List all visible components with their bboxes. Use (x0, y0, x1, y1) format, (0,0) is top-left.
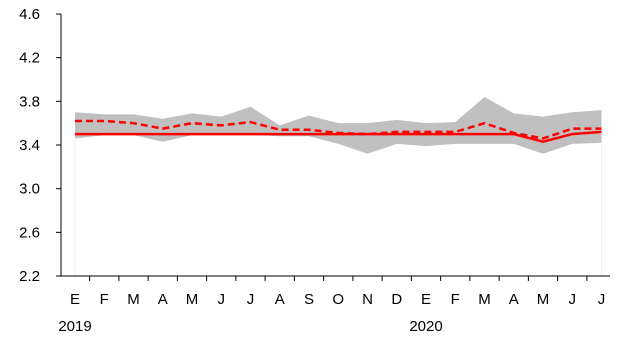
year-label: 2020 (409, 318, 442, 335)
x-tick-label: J (247, 291, 255, 308)
x-tick-label: E (70, 291, 80, 308)
x-tick-label: M (127, 291, 140, 308)
x-tick-label: J (569, 291, 577, 308)
year-label: 2019 (58, 318, 91, 335)
year-labels: 2019 2020 (58, 318, 442, 335)
x-tick-label: N (362, 291, 373, 308)
y-tick-label: 3.8 (19, 93, 40, 110)
x-tick-label: D (391, 291, 402, 308)
y-tick-label: 2.2 (19, 268, 40, 285)
series-line-dashed (75, 119, 602, 140)
x-tick-label: O (332, 291, 344, 308)
y-tick-label: 2.6 (19, 224, 40, 241)
axis-layer (56, 13, 610, 281)
x-tick-label: M (537, 291, 550, 308)
x-tick-label: A (509, 291, 519, 308)
x-tick-label: J (598, 291, 606, 308)
x-tick-label: M (478, 291, 491, 308)
series-layer (75, 119, 602, 143)
x-tick-label: S (304, 291, 314, 308)
x-tick-label: F (100, 291, 109, 308)
y-tick-label: 3.0 (19, 181, 40, 198)
y-tick-labels: 2.2 2.6 3.0 3.4 3.8 4.2 4.6 (19, 6, 40, 285)
x-tick-label: J (218, 291, 226, 308)
confidence-band (75, 96, 602, 154)
x-tick-label: E (421, 291, 431, 308)
x-tick-label: A (275, 291, 285, 308)
y-tick-label: 4.6 (19, 6, 40, 23)
confidence-band-layer (74, 96, 602, 276)
y-tick-label: 3.4 (19, 137, 40, 154)
y-tick-label: 4.2 (19, 50, 40, 67)
x-tick-label: F (451, 291, 460, 308)
x-tick-label: A (158, 291, 168, 308)
x-tick-label: M (186, 291, 199, 308)
